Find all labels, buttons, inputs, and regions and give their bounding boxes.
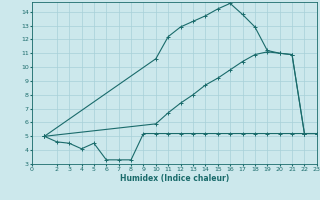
X-axis label: Humidex (Indice chaleur): Humidex (Indice chaleur) — [120, 174, 229, 183]
